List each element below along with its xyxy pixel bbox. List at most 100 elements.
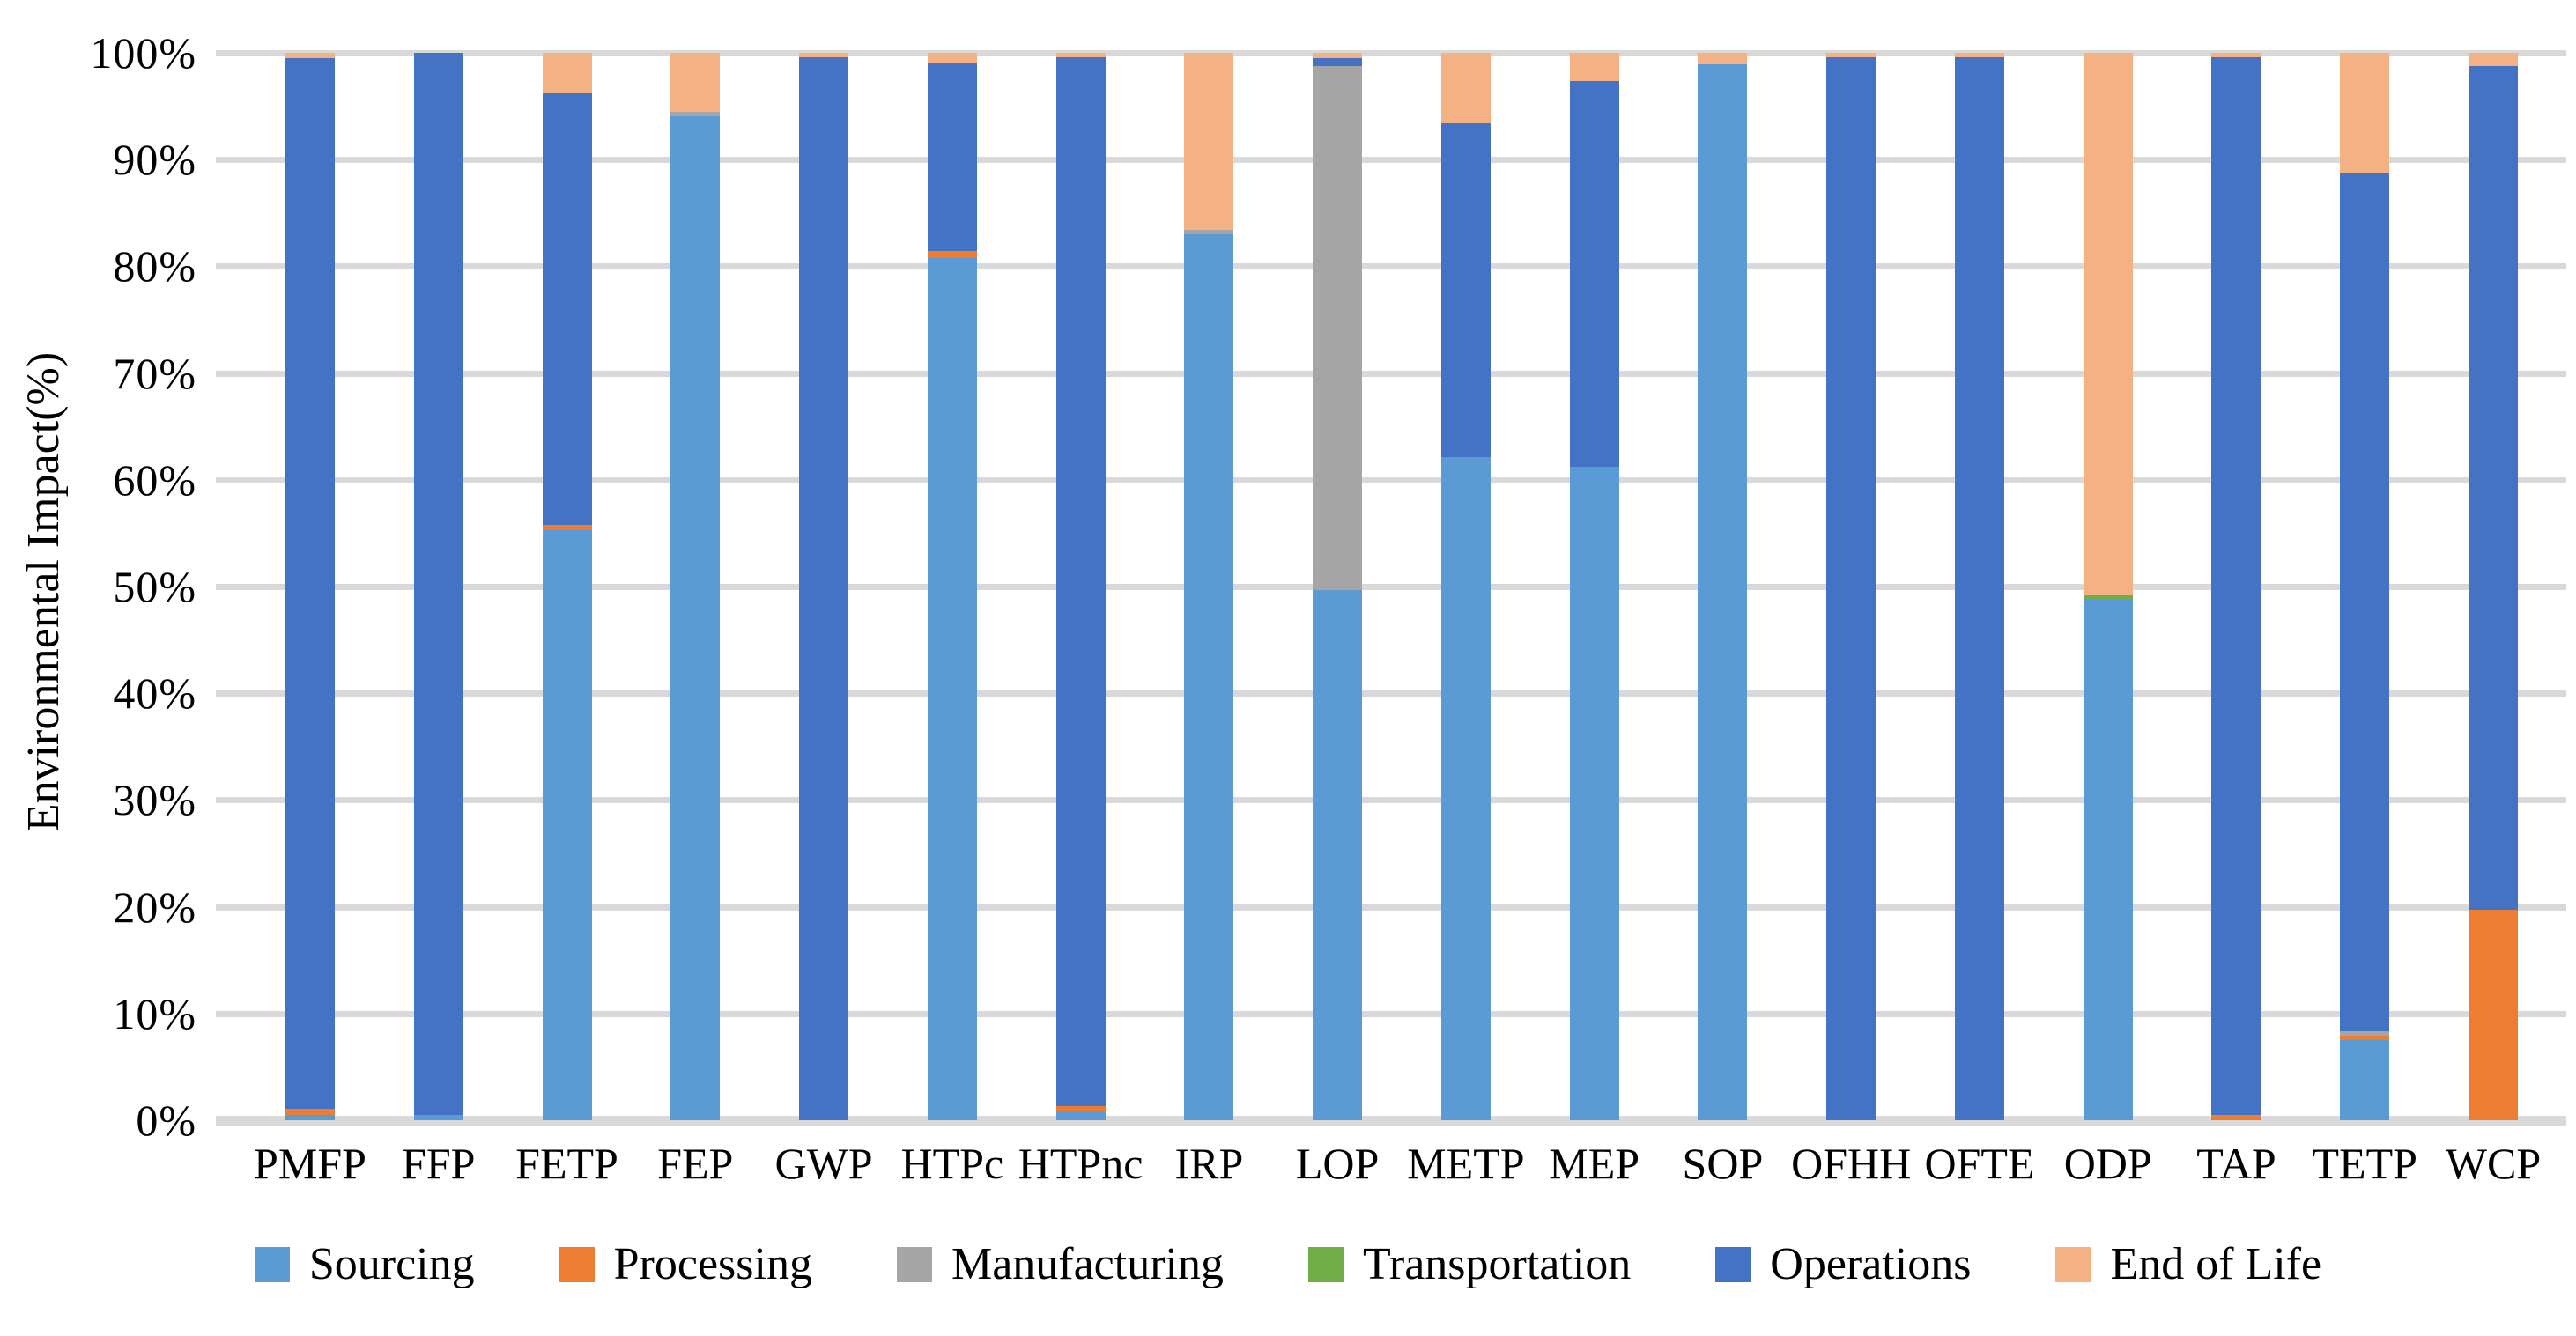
segment-FETP-processing [542, 524, 592, 530]
segment-METP-end-of-life [1440, 53, 1491, 123]
segment-HTPnc-sourcing [1055, 1111, 1106, 1120]
segment-PMFP-sourcing [285, 1114, 335, 1120]
segment-HTPc-end-of-life [927, 53, 977, 64]
gridline-20% [216, 904, 2566, 911]
y-tick-label-50%: 50% [113, 562, 196, 611]
segment-TETP-operations [2340, 172, 2390, 1032]
segment-IRP-end-of-life [1184, 53, 1234, 231]
segment-TAP-processing [2211, 1114, 2261, 1120]
bar-SOP [1698, 53, 1748, 1120]
legend-swatch-icon [1715, 1247, 1751, 1282]
bar-HTPnc [1055, 53, 1106, 1120]
bar-FFP [413, 53, 463, 1120]
bar-PMFP [285, 53, 335, 1120]
bar-FEP [670, 53, 721, 1120]
x-category-label-TETP: TETP [2312, 1139, 2417, 1188]
segment-FEP-sourcing [670, 115, 721, 1120]
legend-label: Transportation [1362, 1239, 1632, 1289]
bar-IRP [1184, 53, 1234, 1120]
segment-OFTE-operations [1954, 56, 2004, 1120]
x-category-label-FFP: FFP [402, 1139, 476, 1188]
segment-FETP-end-of-life [542, 53, 592, 94]
x-category-label-OFTE: OFTE [1924, 1139, 2035, 1188]
bar-GWP [799, 53, 849, 1120]
x-category-label-PMFP: PMFP [254, 1139, 366, 1188]
legend-swatch-icon [559, 1247, 595, 1282]
segment-HTPnc-end-of-life [1055, 53, 1106, 57]
gridline-40% [216, 690, 2566, 698]
x-category-label-MEP: MEP [1549, 1139, 1640, 1188]
gridline-30% [216, 797, 2566, 804]
segment-PMFP-processing [285, 1108, 335, 1115]
segment-OFTE-end-of-life [1954, 53, 2004, 57]
segment-PMFP-operations [285, 58, 335, 1109]
segment-SOP-end-of-life [1698, 53, 1748, 65]
segment-GWP-operations [799, 56, 849, 1120]
segment-ODP-sourcing [2083, 599, 2133, 1120]
segment-TETP-manufacturing [2340, 1031, 2390, 1037]
x-category-label-OFHH: OFHH [1791, 1139, 1912, 1188]
legend-swatch-icon [896, 1247, 932, 1282]
segment-TETP-sourcing [2340, 1040, 2390, 1120]
segment-IRP-manufacturing [1184, 230, 1234, 235]
legend-item-sourcing: Sourcing [254, 1239, 475, 1289]
segment-SOP-sourcing [1698, 64, 1748, 1120]
gridline-0% [216, 1116, 2566, 1126]
segment-FEP-manufacturing [670, 111, 721, 116]
segment-PMFP-end-of-life [285, 53, 335, 59]
x-category-label-LOP: LOP [1295, 1139, 1380, 1188]
y-tick-label-70%: 70% [113, 348, 196, 398]
bar-METP [1440, 53, 1491, 1120]
bar-OFHH [1826, 53, 1876, 1120]
x-category-label-METP: METP [1407, 1139, 1525, 1188]
segment-WCP-end-of-life [2469, 53, 2518, 66]
legend-swatch-icon [2055, 1247, 2091, 1282]
x-category-label-FETP: FETP [515, 1139, 618, 1188]
segment-FFP-operations [413, 53, 463, 1115]
segment-LOP-end-of-life [1313, 53, 1363, 59]
bar-OFTE [1954, 53, 2004, 1120]
segment-WCP-operations [2469, 65, 2518, 911]
y-tick-label-0%: 0% [136, 1096, 196, 1145]
gridline-80% [216, 263, 2566, 270]
x-category-label-SOP: SOP [1682, 1139, 1764, 1188]
y-tick-label-40%: 40% [113, 668, 196, 719]
y-tick-label-20%: 20% [113, 882, 196, 932]
legend-label: End of Life [2110, 1239, 2322, 1289]
y-tick-label-80%: 80% [113, 241, 196, 292]
legend-item-processing: Processing [559, 1240, 812, 1289]
y-tick-label-100%: 100% [90, 28, 196, 78]
segment-OFHH-operations [1826, 56, 1876, 1120]
legend-item-operations: Operations [1715, 1240, 1971, 1289]
legend-label: Sourcing [308, 1239, 475, 1289]
bar-TETP [2340, 53, 2390, 1120]
gridline-70% [216, 370, 2566, 377]
legend: Sourcing Processing Manufacturing Transport… [0, 1240, 2576, 1289]
legend-label: Manufacturing [951, 1239, 1224, 1289]
segment-ODP-transportation [2083, 594, 2133, 600]
segment-MEP-sourcing [1569, 467, 1619, 1120]
segment-FETP-operations [542, 93, 592, 525]
y-tick-label-60%: 60% [113, 454, 196, 505]
segment-OFHH-end-of-life [1826, 53, 1876, 57]
segment-MEP-operations [1569, 80, 1619, 468]
y-tick-label-10%: 10% [113, 988, 196, 1038]
bar-LOP [1313, 53, 1363, 1120]
segment-ODP-end-of-life [2083, 53, 2133, 595]
gridline-10% [216, 1010, 2566, 1017]
segment-TETP-processing [2340, 1036, 2390, 1041]
segment-HTPc-processing [927, 251, 977, 258]
y-tick-label-90%: 90% [113, 135, 196, 185]
x-category-label-ODP: ODP [2063, 1139, 2152, 1188]
legend-label: Operations [1770, 1239, 1972, 1289]
legend-label: Processing [613, 1239, 812, 1289]
x-category-label-TAP: TAP [2196, 1139, 2276, 1188]
gridline-90% [216, 157, 2566, 164]
segment-FFP-sourcing [413, 1114, 463, 1120]
segment-HTPnc-processing [1055, 1106, 1106, 1112]
segment-LOP-sourcing [1313, 589, 1363, 1120]
legend-item-manufacturing: Manufacturing [896, 1239, 1224, 1289]
bar-TAP [2211, 53, 2261, 1120]
segment-IRP-sourcing [1184, 234, 1234, 1120]
